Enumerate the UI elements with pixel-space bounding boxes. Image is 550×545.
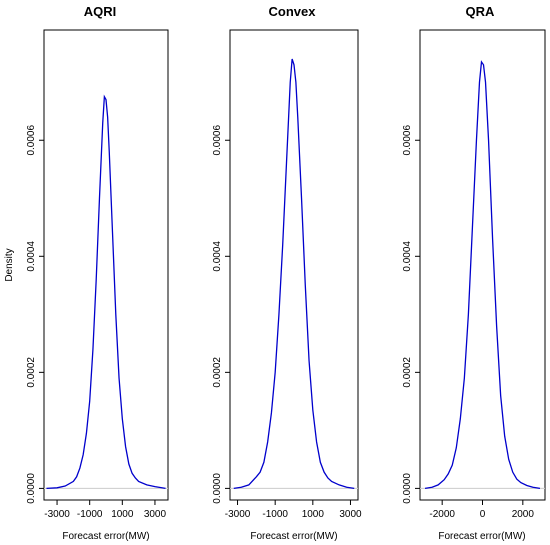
- panel-qra: QRA Forecast error(MW) -2000 0 2000 0.0000 0…: [402, 4, 546, 542]
- plot-frame: [419, 29, 546, 501]
- density-curve: [424, 60, 541, 490]
- x-tick-label: 3000: [339, 509, 362, 520]
- axis-ticks: -3000 -1000 1000 3000 0.0000 0.0002 0.0004 0.00…: [26, 125, 167, 520]
- panel-title: QRA: [466, 4, 496, 19]
- panel-title: AQRI: [84, 4, 117, 19]
- x-tick-label: 3000: [144, 509, 167, 520]
- axis-ticks: -2000 0 2000 0.0000 0.0002 0.0004 0.0006: [402, 125, 534, 520]
- x-tick-label: -1000: [77, 509, 103, 520]
- density-curve: [46, 94, 166, 490]
- x-tick-label: 0: [480, 509, 486, 520]
- panel-aqri: AQRI Density Forecast error(MW) -3000 -10…: [4, 4, 169, 542]
- y-tick-label: 0.0002: [212, 357, 223, 388]
- x-tick-label: -1000: [262, 509, 288, 520]
- y-tick-label: 0.0006: [212, 125, 223, 156]
- y-tick-label: 0.0006: [26, 125, 37, 156]
- x-tick-label: 2000: [512, 509, 535, 520]
- x-tick-label: -3000: [44, 509, 70, 520]
- x-axis-label: Forecast error(MW): [62, 531, 149, 542]
- x-axis-label: Forecast error(MW): [438, 531, 525, 542]
- plot-frame: [229, 29, 359, 501]
- x-tick-label: -2000: [429, 509, 455, 520]
- y-tick-label: 0.0000: [402, 473, 413, 504]
- x-tick-label: 1000: [302, 509, 325, 520]
- axis-ticks: -3000 -1000 1000 3000 0.0000 0.0002 0.0004 0.00…: [212, 125, 362, 520]
- x-tick-label: 1000: [111, 509, 134, 520]
- panel-title: Convex: [269, 4, 317, 19]
- y-tick-label: 0.0002: [26, 357, 37, 388]
- y-tick-label: 0.0004: [26, 241, 37, 272]
- plot-frame: [43, 29, 169, 501]
- x-tick-label: -3000: [225, 509, 251, 520]
- density-curve: [233, 58, 355, 490]
- y-tick-label: 0.0000: [26, 473, 37, 504]
- y-tick-label: 0.0006: [402, 125, 413, 156]
- y-tick-label: 0.0002: [402, 357, 413, 388]
- y-tick-label: 0.0004: [212, 241, 223, 272]
- x-axis-label: Forecast error(MW): [250, 531, 337, 542]
- panel-convex: Convex Forecast error(MW) -3000 -1000 1000…: [212, 4, 362, 542]
- y-tick-label: 0.0004: [402, 241, 413, 272]
- y-axis-label: Density: [4, 248, 15, 281]
- y-tick-label: 0.0000: [212, 473, 223, 504]
